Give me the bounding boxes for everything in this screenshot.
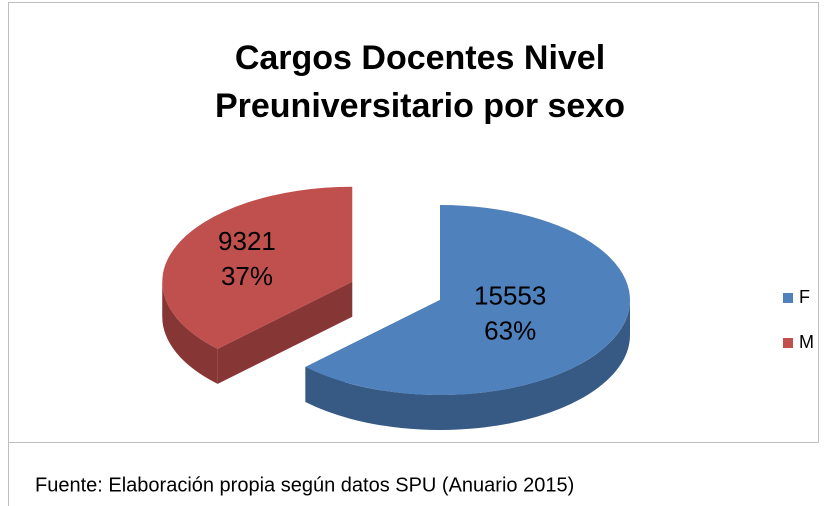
source-note: Fuente: Elaboración propia según datos S…: [35, 474, 574, 496]
legend-swatch: [783, 293, 793, 303]
pie-slice: [162, 186, 353, 384]
slice-top: [162, 186, 353, 349]
data-label: 9321: [218, 226, 276, 256]
chart-title: Cargos Docentes Nivel: [235, 39, 605, 77]
legend-swatch: [783, 338, 793, 348]
data-label: 15553: [474, 280, 546, 310]
percent-label: 37%: [221, 261, 273, 291]
slice-side: [162, 281, 218, 384]
chart-title: Preuniversitario por sexo: [215, 87, 625, 125]
percent-label: 63%: [484, 315, 536, 345]
slice-shade: [305, 300, 630, 431]
pie-slice: [305, 205, 630, 431]
slice-side: [305, 300, 630, 431]
legend-label: M: [799, 332, 814, 352]
legend-label: F: [799, 287, 810, 307]
slice-shade: [162, 281, 218, 384]
slice-top: [305, 205, 630, 395]
slice-shade: [217, 281, 353, 384]
slice-side: [217, 281, 353, 384]
